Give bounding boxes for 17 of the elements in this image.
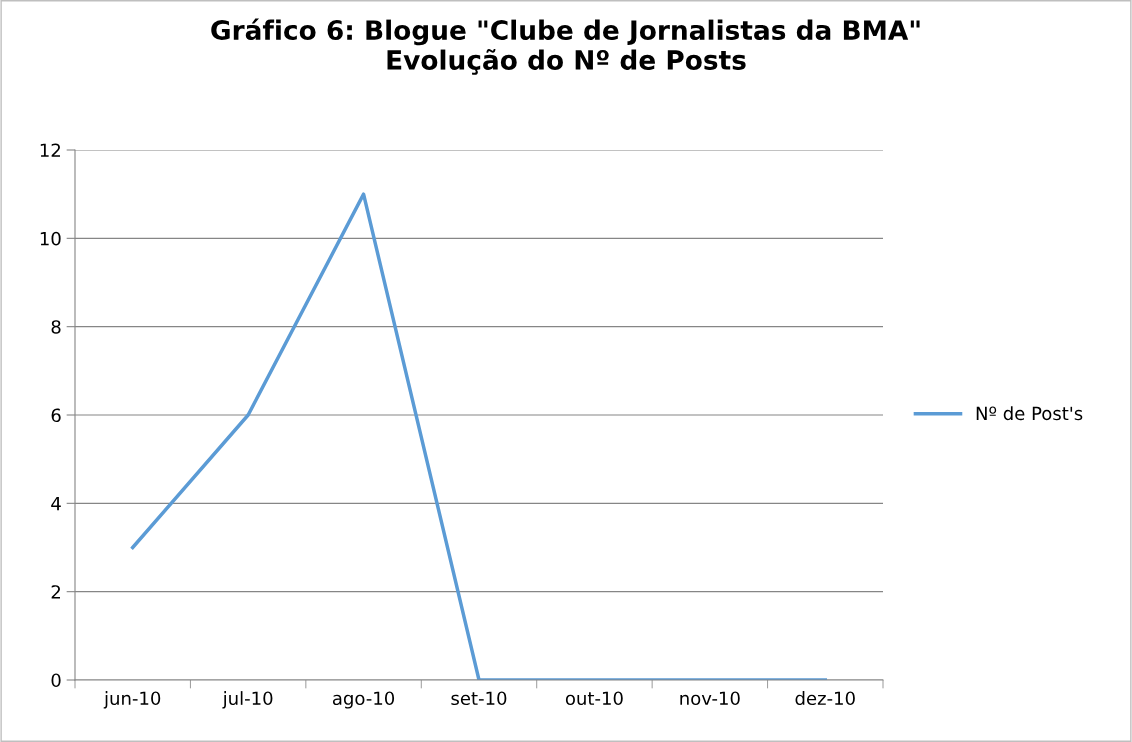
y-tick-label: 4 — [51, 497, 61, 511]
legend-label: Nº de Post's — [976, 406, 1083, 421]
chart-title: Gráfico 6: Blogue "Clube de Jornalistas da BMA" Evolução do Nº de Posts — [211, 18, 920, 75]
x-tick-label: ago-10 — [332, 691, 395, 709]
x-tick-label: set-10 — [451, 691, 507, 706]
y-tick-label: 8 — [51, 320, 61, 334]
line-series — [130, 192, 828, 680]
x-tick-label: jul-10 — [222, 691, 273, 709]
y-tick-label: 10 — [40, 231, 61, 246]
y-tick-label: 2 — [51, 585, 60, 599]
x-tick-label: dez-10 — [795, 691, 855, 706]
y-tick-label: 0 — [51, 673, 61, 688]
x-tick-label: jun-10 — [103, 691, 161, 709]
x-tick-label: nov-10 — [680, 691, 740, 706]
y-tick-label: 12 — [40, 143, 60, 157]
y-tick-label: 6 — [51, 408, 61, 423]
x-tick-label: out-10 — [565, 691, 623, 706]
